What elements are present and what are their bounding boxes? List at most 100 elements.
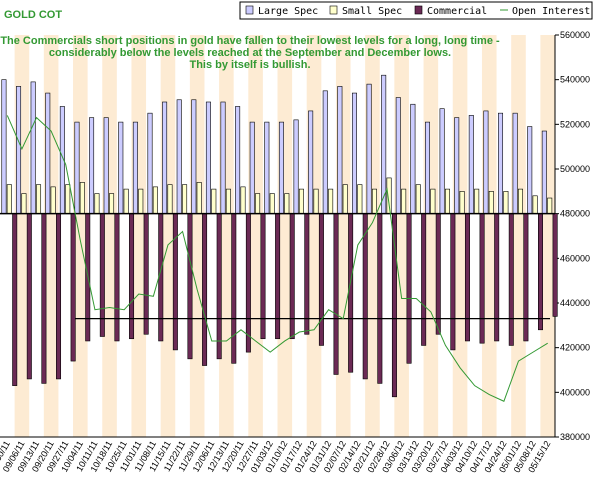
bar [70,213,76,362]
bar [541,130,547,214]
bar [255,193,261,214]
y-tick-label: 440000 [560,298,590,308]
bar [328,188,334,214]
bar [401,188,407,214]
bar [118,121,124,214]
bar [435,213,441,335]
bar [264,121,270,214]
bar [103,117,109,214]
bar [79,182,85,214]
bar [322,90,328,214]
bar [94,193,100,214]
legend-swatch [329,5,338,15]
bar [12,213,18,386]
bar [162,101,168,214]
legend-label: Open Interest [512,6,590,17]
y-tick-label: 500000 [560,164,590,174]
bar [450,213,456,351]
bar [65,184,71,214]
bar [362,213,368,380]
annotation: The Commercials short positions in gold … [0,35,500,47]
y-tick-label: 380000 [560,432,590,442]
bar [16,86,22,214]
bar [30,81,36,214]
bar [89,117,95,214]
bar [468,115,474,214]
bar [293,119,299,214]
bar [474,188,480,214]
bar [6,184,12,214]
bar [235,106,241,214]
bar [172,213,178,351]
y-tick-label: 540000 [560,75,590,85]
annotation: This by itself is bullish. [189,59,310,71]
bar [512,112,518,214]
bar [74,121,80,214]
bar [56,213,62,380]
bar [289,213,295,340]
bar [308,110,314,214]
legend-label: Commercial [427,6,487,17]
bar [176,99,182,214]
bar [483,110,489,214]
bar [377,213,383,384]
bar [245,213,251,353]
bar [366,83,372,214]
bar [357,184,363,214]
bar [26,213,32,380]
bar [348,213,354,373]
bar [109,193,115,214]
bar [464,213,470,342]
y-tick-label: 480000 [560,209,590,219]
bar [50,186,56,214]
line [6,115,548,402]
bar [284,193,290,214]
bar [249,121,255,214]
bar [36,184,42,214]
legend-label: Small Spec [342,6,402,17]
bar [406,213,412,364]
bar [196,182,202,214]
bar [167,184,173,214]
bar [132,121,138,214]
bar [503,191,509,214]
bar [21,193,27,214]
bar [333,213,339,375]
bar [337,86,343,214]
bar [552,213,558,317]
bar [147,112,153,214]
bar [498,112,504,214]
bar [439,108,445,214]
bar [527,126,533,214]
bar [220,101,226,214]
bar [547,197,553,214]
bar [225,188,231,214]
bar [211,188,217,214]
bar [304,213,310,335]
bar [351,92,357,214]
bar [313,188,319,214]
bar [45,92,51,214]
bar [494,213,500,342]
y-tick-label: 400000 [560,387,590,397]
bar [114,213,120,342]
bar [143,213,149,335]
bar [430,188,436,214]
bar [342,184,348,214]
y-tick-label: 560000 [560,30,590,40]
bar [182,184,188,214]
bar [1,79,7,214]
y-tick-label: 460000 [560,253,590,263]
bar [454,117,460,214]
bar [532,195,538,214]
bar [269,193,275,214]
bar [138,188,144,214]
chart-title: GOLD COT [4,9,62,21]
bar [123,188,129,214]
bar [278,121,284,214]
bar [231,213,237,364]
bar [508,213,514,346]
bar [187,213,193,360]
bar [240,186,246,214]
